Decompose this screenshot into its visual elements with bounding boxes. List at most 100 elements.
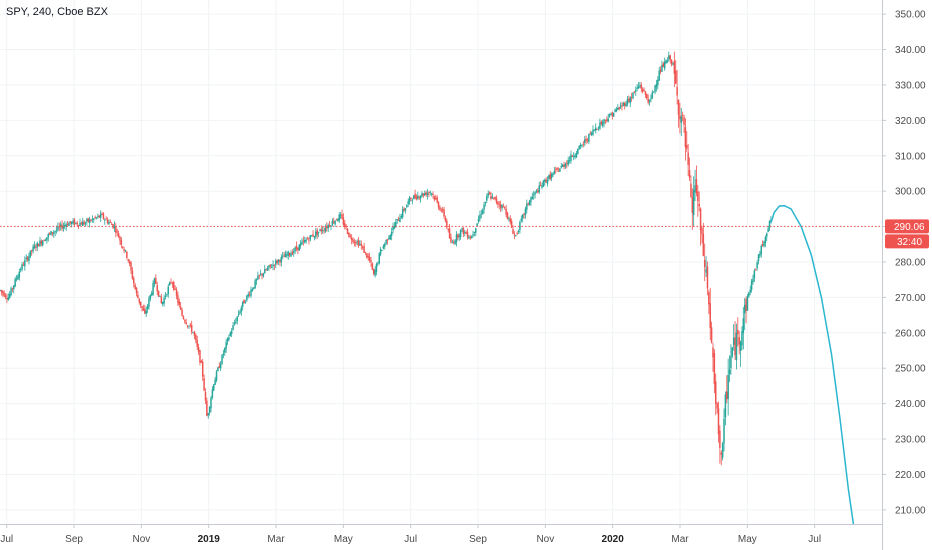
candle-body [243, 299, 245, 304]
candle-body [636, 87, 638, 89]
candle-body [557, 171, 560, 172]
candle-body [501, 204, 503, 209]
candle-body [458, 235, 460, 238]
candle-body [177, 295, 179, 303]
candle-body [101, 213, 103, 215]
x-tick-label: Sep [469, 534, 487, 545]
candle-body [266, 268, 269, 271]
candle-body [749, 289, 751, 293]
candle-body [115, 226, 117, 233]
candle-body [86, 219, 88, 222]
candle-body [272, 264, 274, 267]
candle-body [571, 155, 574, 157]
candle-body [457, 234, 459, 238]
candle-body [317, 231, 320, 234]
candle-body [65, 224, 67, 227]
candle-body [497, 201, 499, 205]
candle-body [659, 69, 662, 72]
time-axis[interactable]: Jul Sep Nov 2019 Mar May Jul Sep Nov 2020 Mar May Ju… [0, 524, 821, 545]
candle-body [643, 90, 645, 92]
candle-body [3, 292, 5, 297]
candle-body [66, 223, 69, 226]
candle-body [339, 214, 342, 216]
candle-body [70, 222, 73, 225]
candle-body [679, 115, 681, 120]
candle-body [348, 232, 350, 237]
candle-body [237, 314, 240, 316]
candle-body [210, 398, 212, 409]
candle-body [123, 249, 125, 251]
candle-body [214, 379, 216, 385]
candle-body [578, 145, 580, 149]
candle-body [640, 84, 643, 89]
candle-body [184, 320, 186, 322]
candle-body [251, 289, 254, 291]
candle-body [146, 305, 149, 310]
candle-body [681, 115, 684, 116]
candle-body [433, 196, 436, 200]
candle-body [279, 260, 281, 263]
x-tick-label: May [738, 534, 757, 545]
candle-body [486, 195, 488, 201]
candle-body [492, 197, 495, 199]
candle-body [612, 113, 615, 117]
y-tick-label: 220.00 [895, 470, 926, 481]
candle-body [233, 323, 236, 325]
candle-body [464, 232, 466, 233]
y-tick-label: 270.00 [895, 293, 926, 304]
candle-body [665, 60, 667, 64]
candle-body [446, 220, 448, 228]
candle-body [668, 55, 670, 60]
candle-body [426, 192, 429, 196]
candle-body [93, 218, 95, 220]
y-tick-label: 240.00 [895, 399, 926, 410]
candle-body [186, 325, 189, 327]
candle-body [281, 255, 284, 257]
candle-body [113, 225, 116, 229]
candle-body [163, 297, 165, 304]
candle-body [275, 260, 277, 265]
candle-body [95, 217, 98, 219]
candle-body [669, 55, 671, 60]
candle-body [621, 105, 623, 107]
candle-body [644, 91, 647, 95]
candle-body [17, 276, 19, 280]
candle-body [58, 226, 61, 228]
x-tick-label: Nov [132, 534, 150, 545]
candle-body [135, 287, 138, 294]
candle-body [739, 341, 742, 351]
candle-body [192, 332, 194, 333]
candle-body [181, 309, 183, 316]
candle-body [280, 256, 283, 263]
candle-body [422, 193, 425, 196]
candle-body [321, 230, 324, 232]
candle-body [651, 92, 654, 99]
candle-body [603, 119, 605, 124]
price-axis[interactable]: 350.00 340.00 330.00 320.00 310.00 300.00 290.… [882, 10, 926, 517]
candle-body [508, 218, 510, 220]
candle-body [418, 197, 420, 198]
candle-body [443, 209, 445, 217]
candle-body [215, 371, 218, 381]
candle-body [450, 237, 452, 243]
candle-body [575, 153, 578, 158]
candle-body [22, 265, 25, 266]
candle-body [287, 251, 289, 256]
candle-body [37, 243, 40, 247]
current-price-badge [885, 219, 929, 234]
candle-body [141, 306, 143, 308]
candle-body [680, 116, 683, 123]
candle-body [701, 228, 703, 235]
candle-body [617, 108, 619, 110]
candle-body [732, 337, 735, 345]
candle-body [520, 218, 523, 221]
candle-body [461, 228, 463, 230]
candle-body [51, 232, 54, 234]
candle-body [319, 229, 321, 231]
candle-body [368, 256, 371, 261]
candle-body [768, 220, 771, 228]
candle-body [510, 220, 513, 228]
candle-body [375, 263, 378, 272]
y-tick-label: 330.00 [895, 80, 926, 91]
